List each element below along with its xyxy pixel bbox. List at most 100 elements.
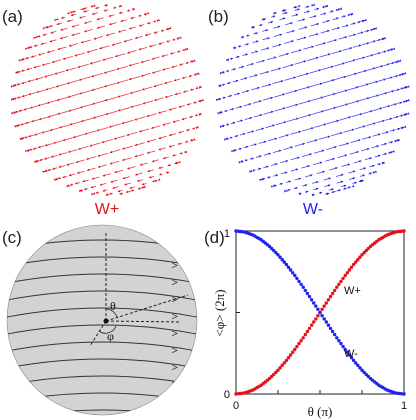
field-arrowhead [366,29,370,33]
w-plus-point [286,356,291,360]
w-minus-point [312,301,316,305]
field-arrowhead [370,110,373,113]
field-arrowhead [82,8,85,11]
field-arrowhead [290,64,294,67]
field-arrowhead [29,148,32,151]
field-arrowhead [163,156,166,160]
field-arrowhead [84,30,87,33]
field-arrowhead [90,186,94,189]
field-arrowhead [217,97,221,101]
field-arrowhead [239,147,242,151]
w-plus-point [288,353,293,357]
field-arrowhead [352,177,355,180]
field-arrowhead [26,67,29,71]
field-arrowhead [102,189,106,192]
field-arrowhead [353,59,356,62]
field-arrowhead [71,25,75,28]
field-arrowhead [382,37,386,40]
field-arrowhead [35,77,38,81]
field-arrowhead [189,115,192,118]
field-arrowhead [384,92,388,95]
field-arrowhead [307,165,310,168]
w-plus-point [333,288,337,293]
field-arrowhead [186,103,190,106]
field-arrowhead [42,27,46,30]
field-arrowhead [199,112,202,116]
latitude-arc [7,273,197,285]
w-plus-point [337,282,341,286]
field-arrowhead [296,117,299,120]
field-arrowhead [21,69,24,72]
field-arrowhead [158,166,161,169]
field-arrowhead [74,54,77,57]
field-arrowhead [304,26,308,29]
field-arrowhead [49,24,52,28]
w-minus-point [282,260,286,264]
field-arrowhead [127,51,130,54]
field-arrowhead [55,85,59,88]
field-arrowhead [371,54,374,57]
w-plus-point [272,372,276,377]
field-arrowhead [354,181,357,185]
field-arrowhead [18,59,22,62]
w-plus-point [345,271,349,275]
field-arrowhead [190,88,193,91]
field-arrowhead [169,133,172,137]
w-minus-point [318,310,322,315]
w-plus-point [278,366,282,370]
field-arrowhead [342,62,345,65]
field-arrowhead [142,183,145,186]
field-arrowhead [349,47,353,50]
field-arrowhead [17,70,21,73]
w-plus-point [322,304,326,308]
w-plus-point [324,301,328,305]
field-arrowhead [358,21,361,24]
field-arrowhead [22,94,25,98]
field-arrowhead [378,133,381,136]
vector-field-sphere-w-plus [10,4,204,197]
field-arrowhead [304,184,308,187]
field-arrowhead [401,73,404,76]
field-arrowhead [44,157,47,160]
field-arrowhead [268,176,271,179]
field-arrowhead [307,86,310,89]
field-arrowhead [67,150,71,153]
field-arrowhead [59,126,62,129]
field-arrowhead [91,177,95,180]
field-arrowhead [327,184,331,187]
field-arrowhead [399,101,403,104]
field-arrowhead [401,87,404,90]
field-arrowhead [262,59,265,63]
field-arrowhead [403,113,407,117]
field-arrowhead [52,167,55,170]
field-arrowhead [61,16,64,19]
field-arrowhead [96,129,99,132]
field-arrowhead [18,109,22,112]
field-arrowhead [330,65,334,69]
field-arrowhead [25,56,28,60]
field-arrowhead [103,9,107,12]
field-arrowhead [120,19,124,22]
y-axis-label: <φ> (2π) [212,289,227,336]
field-arrowhead [298,130,302,134]
field-arrowhead [171,65,174,68]
field-arrowhead [166,40,169,43]
field-arrowhead [270,96,273,100]
w-plus-point [356,258,360,262]
field-arrowhead [387,49,391,52]
field-arrowhead [337,27,340,30]
field-arrowhead [178,160,181,164]
field-arrowhead [358,44,362,47]
w-plus-point [347,268,352,272]
panel-b-label: (b) [208,7,229,26]
field-arrowhead [279,33,282,36]
field-arrowhead [124,183,127,186]
field-arrowhead [119,192,122,195]
field-arrowhead [344,36,348,39]
field-arrowhead [183,90,186,93]
field-arrowhead [367,147,370,151]
field-arrowhead [273,11,277,14]
field-arrowhead [340,180,344,184]
w-plus-point [360,253,364,257]
field-arrowhead [226,58,230,61]
